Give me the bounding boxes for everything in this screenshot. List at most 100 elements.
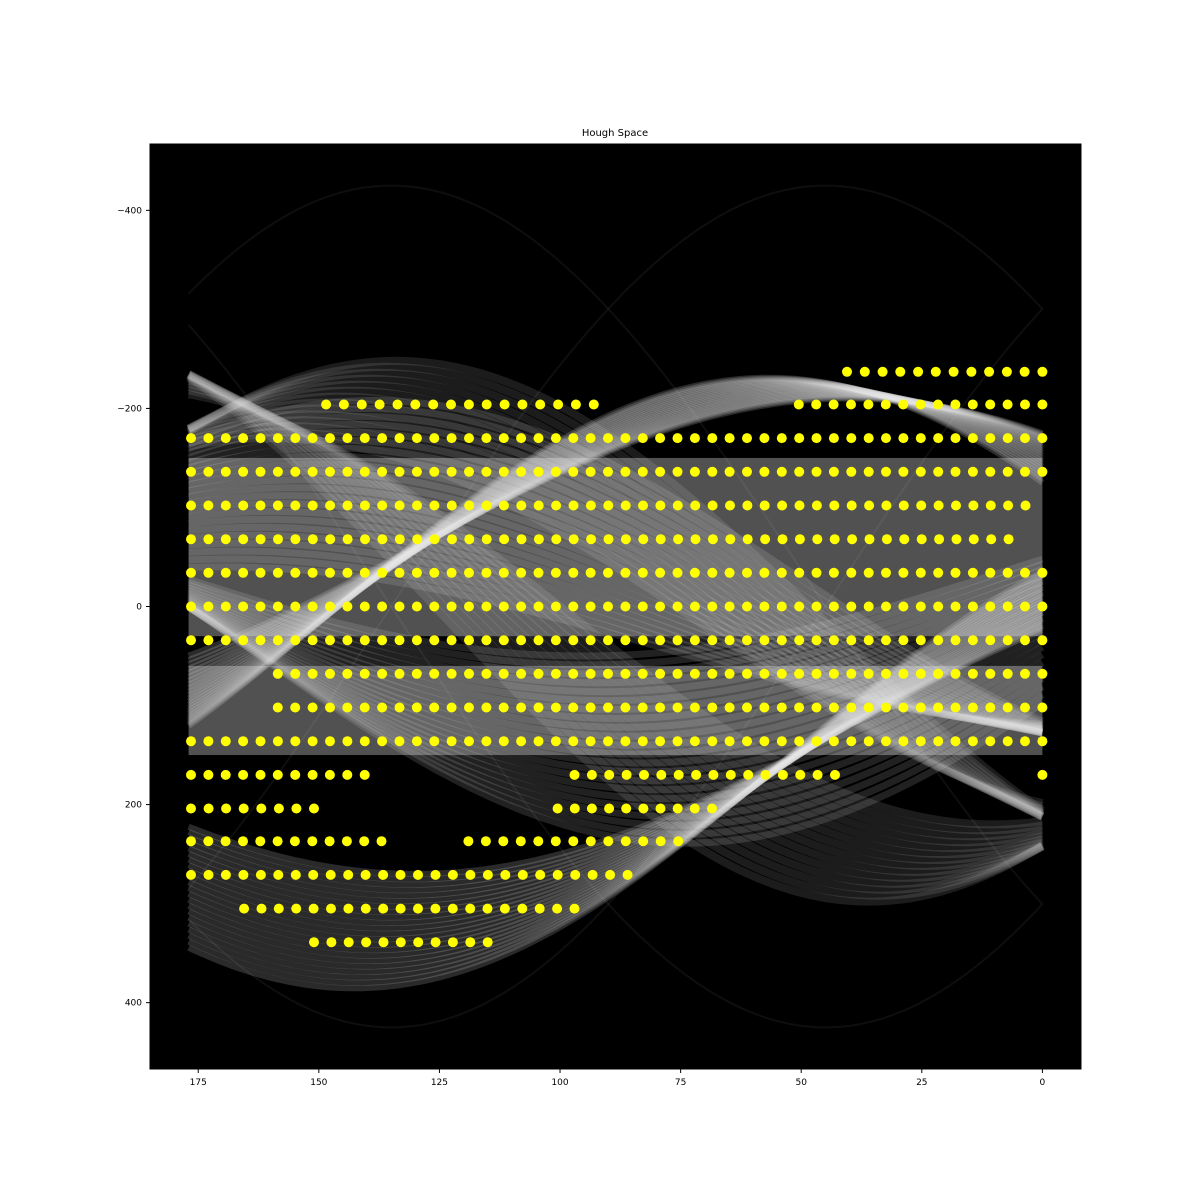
peak-point (411, 567, 422, 578)
peak-point (742, 433, 752, 444)
peak-point (568, 668, 579, 679)
accumulator-curve (187, 394, 1044, 663)
peak-point (272, 769, 283, 780)
accumulator-curve (186, 386, 1045, 821)
peak-point (603, 668, 613, 679)
accumulator-curve (187, 476, 1044, 737)
peak-point (655, 736, 666, 747)
peak-point (759, 433, 770, 444)
peak-point (830, 769, 840, 780)
peak-point (446, 635, 457, 646)
plot-area (149, 143, 1082, 1070)
peak-point (203, 769, 214, 780)
x-tick-label: 0 (1040, 1078, 1046, 1088)
peak-point (273, 803, 284, 814)
peak-point (846, 399, 856, 410)
peak-point (412, 500, 422, 511)
peak-point (794, 466, 805, 477)
peak-point (881, 635, 891, 646)
peak-point (481, 736, 492, 747)
peak-point (672, 803, 683, 814)
peak-point (238, 736, 249, 747)
peak-point (203, 433, 214, 444)
peak-point (846, 601, 857, 612)
peak-point (655, 635, 666, 646)
accumulator-curve (187, 393, 1044, 668)
peak-point (255, 466, 266, 477)
peak-point (950, 433, 961, 444)
peak-point (777, 500, 788, 511)
peak-point (307, 466, 318, 477)
peak-point (186, 769, 196, 780)
peak-point (325, 869, 336, 880)
x-axis: 175 150 125 100 75 50 25 0 (190, 1069, 1046, 1088)
peak-point (898, 567, 909, 578)
peak-point (1002, 635, 1013, 646)
peak-point (359, 635, 370, 646)
peak-point (933, 702, 944, 713)
peak-point (1002, 736, 1013, 747)
peak-point (238, 869, 249, 880)
peak-point (411, 635, 422, 646)
peak-point (447, 903, 458, 914)
peak-point (915, 601, 926, 612)
peak-point (255, 534, 266, 545)
accumulator-curve (187, 604, 1044, 926)
peak-point (464, 702, 474, 713)
peak-point (413, 903, 423, 914)
accumulator-curve (187, 460, 1044, 736)
y-tick-label: 0 (136, 603, 142, 613)
peak-point (638, 534, 649, 545)
peak-point (307, 534, 318, 545)
peak-point (446, 736, 457, 747)
peak-point (742, 534, 753, 545)
accumulator-curve (187, 590, 1044, 954)
peak-point (394, 534, 405, 545)
peak-point (759, 736, 770, 747)
peak-point (341, 836, 352, 847)
peak-point (985, 668, 996, 679)
peak-point (186, 567, 196, 578)
peak-point (534, 903, 545, 914)
peak-point (621, 769, 632, 780)
peak-point (811, 601, 822, 612)
peak-point (568, 500, 579, 511)
peak-point (895, 366, 906, 377)
peak-point (255, 433, 266, 444)
peak-point (186, 466, 196, 477)
peak-point (568, 836, 579, 847)
x-tick-label: 50 (795, 1078, 807, 1088)
peak-point (863, 466, 874, 477)
peak-point (794, 736, 805, 747)
peak-point (690, 534, 701, 545)
peak-point (535, 869, 546, 880)
peak-point (221, 803, 232, 814)
peak-point (463, 836, 474, 847)
peak-point (828, 466, 839, 477)
peak-point (707, 736, 718, 747)
peak-point (811, 702, 822, 713)
peak-point (516, 601, 527, 612)
peak-point (1020, 399, 1030, 410)
accumulator-curve (187, 391, 1044, 676)
peak-point (203, 601, 214, 612)
peak-point (811, 500, 822, 511)
peak-point (915, 668, 926, 679)
peak-point (672, 567, 683, 578)
peak-point (482, 903, 493, 914)
peak-point (880, 399, 891, 410)
peak-point (342, 769, 353, 780)
peak-point (499, 399, 510, 410)
peak-point (742, 635, 752, 646)
peak-point (828, 635, 839, 646)
peak-point (948, 366, 959, 377)
peak-point (498, 736, 509, 747)
peak-point (639, 769, 649, 780)
peak-point (933, 399, 943, 410)
accumulator-curve (187, 390, 1043, 829)
peak-point (951, 534, 962, 545)
peak-point (517, 869, 528, 880)
peak-point (933, 736, 944, 747)
peak-point (898, 500, 909, 511)
accumulator-curve (187, 404, 1044, 727)
